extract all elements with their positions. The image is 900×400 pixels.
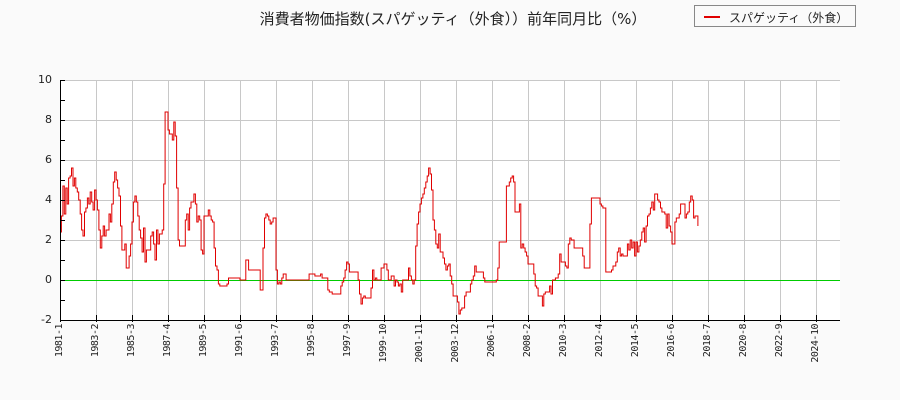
x-tick-label: 2014-5 xyxy=(630,324,641,358)
series-line-spaghetti xyxy=(60,111,699,315)
axes xyxy=(60,80,840,322)
chart-title: 消費者物価指数(スパゲッティ（外食））前年同月比（%） xyxy=(259,10,647,28)
legend-swatch xyxy=(704,16,720,18)
y-tick-label: 10 xyxy=(38,73,52,86)
x-tick-label: 2024-10 xyxy=(810,324,821,363)
x-tick-label: 2010-3 xyxy=(558,324,569,358)
x-tick-label: 2006-1 xyxy=(486,324,497,358)
y-tick-label: 0 xyxy=(45,273,52,286)
x-tick-label: 2016-6 xyxy=(666,324,677,358)
x-tick-label: 1995-8 xyxy=(306,324,317,358)
x-tick-label: 1983-2 xyxy=(90,324,101,358)
y-tick-label: 8 xyxy=(45,113,52,126)
x-tick-label: 1981-1 xyxy=(54,324,65,358)
x-tick-label: 1987-4 xyxy=(162,324,173,358)
x-tick-label: 1989-5 xyxy=(198,324,209,358)
x-tick-label: 2001-11 xyxy=(414,324,425,363)
y-tick-label: -2 xyxy=(41,313,52,326)
grid-lines xyxy=(60,80,840,320)
x-tick-label: 2020-8 xyxy=(738,324,749,358)
x-tick-label: 2012-4 xyxy=(594,324,605,358)
x-tick-label: 1997-9 xyxy=(342,324,353,358)
x-tick-label: 2018-7 xyxy=(702,324,713,358)
y-tick-label: 2 xyxy=(45,233,52,246)
y-tick-label: 4 xyxy=(45,193,52,206)
x-tick-label: 1991-6 xyxy=(234,324,245,358)
y-tick-label: 6 xyxy=(45,153,52,166)
legend: スパゲッティ（外食） xyxy=(694,5,856,27)
x-tick-label: 2022-9 xyxy=(774,324,785,358)
x-tick-label: 1985-3 xyxy=(126,324,137,358)
legend-label: スパゲッティ（外食） xyxy=(729,11,849,25)
x-tick-label: 2008-2 xyxy=(522,324,533,358)
x-tick-label: 1993-7 xyxy=(270,324,281,358)
x-tick-label: 2003-12 xyxy=(450,324,461,363)
x-tick-label: 1999-10 xyxy=(378,324,389,363)
